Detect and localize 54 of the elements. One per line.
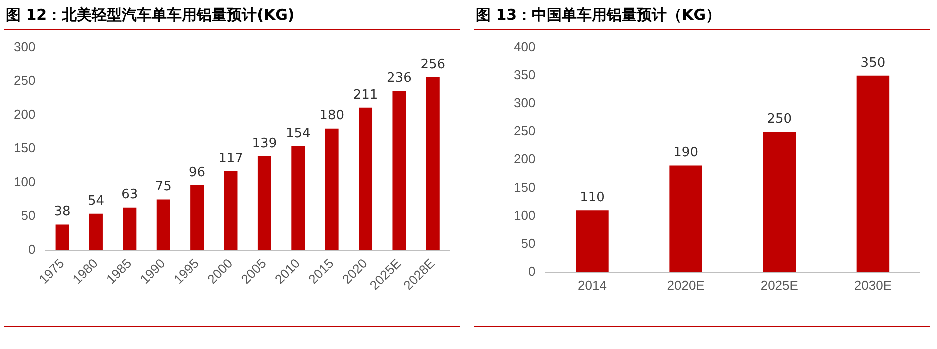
- bar: [156, 200, 170, 250]
- data-label: 110: [580, 190, 605, 206]
- data-label: 236: [387, 70, 412, 86]
- y-tick-label: 250: [514, 124, 536, 139]
- data-label: 256: [420, 57, 446, 72]
- y-tick-label: 50: [521, 236, 536, 251]
- bar: [258, 156, 272, 250]
- data-label: 96: [189, 165, 206, 180]
- data-label: 139: [252, 136, 278, 152]
- bar: [190, 186, 204, 250]
- y-tick-label: 0: [28, 242, 36, 257]
- bar: [576, 210, 609, 272]
- bar: [359, 108, 373, 250]
- y-tick-label: 0: [528, 264, 536, 279]
- y-tick-label: 400: [514, 39, 536, 54]
- bar: [856, 76, 890, 272]
- data-label: 38: [54, 204, 71, 220]
- y-tick-label: 300: [14, 39, 36, 54]
- bar: [763, 132, 796, 272]
- bar: [123, 208, 137, 250]
- bar: [292, 146, 306, 250]
- data-label: 75: [155, 180, 172, 195]
- data-label: 117: [218, 151, 244, 166]
- y-tick-label: 100: [514, 208, 536, 223]
- data-label: 350: [860, 56, 886, 71]
- y-tick-label: 300: [514, 96, 536, 111]
- y-tick-label: 200: [14, 106, 36, 122]
- data-label: 250: [767, 112, 792, 127]
- bar: [325, 128, 339, 250]
- bar: [392, 91, 406, 250]
- data-label: 190: [674, 146, 698, 161]
- data-label: 154: [286, 126, 311, 142]
- data-label: 211: [353, 88, 378, 103]
- x-tick-label: 2020E: [667, 278, 706, 293]
- x-tick-label: 2014: [578, 278, 607, 293]
- y-tick-label: 150: [514, 180, 536, 195]
- chart-title: 图 13：中国单车用铝量预计（KG）: [474, 4, 930, 30]
- bar: [89, 214, 103, 250]
- data-label: 180: [320, 108, 344, 124]
- data-label: 54: [88, 194, 104, 209]
- data-label: 63: [122, 188, 138, 203]
- chart-title: 图 12：北美轻型汽车单车用铝量预计(KG): [4, 4, 460, 30]
- x-tick-label: 2025E: [760, 278, 799, 293]
- y-tick-label: 100: [14, 174, 36, 190]
- y-tick-label: 50: [21, 208, 36, 224]
- y-tick-label: 150: [14, 140, 36, 156]
- bar: [670, 166, 702, 272]
- bar: [224, 171, 238, 250]
- bar: [56, 224, 70, 250]
- y-tick-label: 200: [514, 152, 536, 167]
- y-tick-label: 350: [514, 67, 536, 82]
- y-tick-label: 250: [14, 73, 36, 88]
- x-tick-label: 2030E: [854, 278, 892, 293]
- bar: [426, 78, 440, 250]
